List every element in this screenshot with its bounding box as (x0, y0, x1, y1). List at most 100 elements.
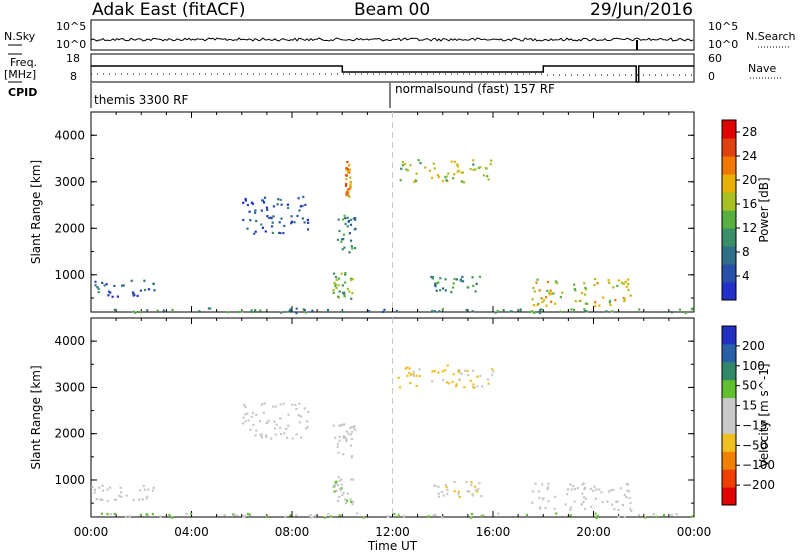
velocity-cell (285, 427, 288, 430)
power-cell (107, 290, 111, 293)
velocity-cell (334, 482, 337, 485)
velocity-cell (93, 491, 96, 494)
velocity-cell (147, 488, 150, 491)
power-cell (406, 169, 409, 172)
velocity-cell (627, 490, 631, 493)
velocity-cell (476, 490, 479, 493)
power-cell (583, 308, 586, 311)
power-cell (574, 300, 577, 303)
power-cell (290, 222, 293, 225)
velocity-cell (350, 500, 353, 503)
power-cell (627, 282, 630, 286)
velocity-cell (607, 490, 610, 493)
nsky-label: N.Sky (4, 30, 36, 43)
velocity-cell (584, 507, 587, 511)
velocity-cell (283, 432, 286, 435)
power-cell (303, 309, 306, 312)
power-cell (690, 308, 693, 311)
velocity-cell (282, 402, 285, 405)
nave-tick-top: 60 (708, 52, 722, 65)
velocity-cell (613, 508, 616, 511)
power-cell (259, 309, 262, 312)
power-cell (533, 304, 536, 307)
power-cell (242, 201, 245, 204)
velocity-cell (332, 424, 335, 427)
velocity-cell (120, 491, 123, 494)
power-colorbar-swatch (722, 174, 736, 193)
nave-tick-bottom: 0 (708, 70, 715, 83)
power-cell (287, 206, 290, 210)
velocity-cell (351, 503, 354, 506)
power-cell (439, 277, 442, 280)
power-cell (424, 166, 427, 169)
velocity-cell (332, 484, 335, 487)
power-cell (288, 309, 291, 313)
velocity-panel: 1000 2000 3000 4000 Slant Range [km] 200 100 50… (29, 317, 775, 519)
power-cell (546, 280, 550, 284)
velocity-colorbar-tick-label: 15 (742, 399, 757, 413)
velocity-colorbar-tick-label: 200 (742, 339, 765, 353)
velocity-cell (295, 514, 298, 517)
velocity-cell (470, 516, 473, 519)
power-cell (97, 287, 100, 290)
power-cell (337, 296, 340, 299)
velocity-cell (307, 410, 310, 413)
power-cell (456, 165, 459, 168)
power-cell (489, 163, 492, 166)
power-colorbar-swatch (722, 210, 736, 229)
velocity-cell (345, 440, 348, 443)
velocity-cell (615, 500, 618, 504)
velocity-cell (458, 496, 461, 499)
velocity-cell (445, 381, 449, 384)
power-cell (584, 302, 588, 305)
power-cell (268, 216, 271, 220)
velocity-cell (434, 513, 437, 516)
velocity-cell (408, 372, 411, 375)
power-cell (162, 309, 165, 312)
power-cell (471, 310, 474, 313)
velocity-cell (477, 488, 480, 491)
power-cell (561, 291, 564, 294)
power-cell (207, 307, 210, 310)
velocity-cell (479, 374, 482, 377)
power-cell (139, 311, 142, 314)
power-cell (113, 308, 116, 311)
velocity-cell (341, 493, 344, 497)
velocity-cell (445, 486, 448, 489)
velocity-cell (398, 386, 402, 389)
velocity-cell (309, 514, 312, 517)
velocity-cell (109, 486, 112, 489)
velocity-cell (258, 420, 262, 423)
velocity-colorbar-tick-label: −100 (742, 458, 775, 472)
power-cell (152, 282, 155, 285)
power-cell (266, 208, 269, 211)
power-cell (343, 295, 346, 298)
velocity-cell (352, 426, 356, 429)
velocity-cell (261, 403, 264, 406)
velocity-cell (442, 379, 445, 382)
velocity-cell (145, 497, 148, 500)
velocity-cell (339, 424, 342, 427)
velocity-cell (637, 514, 641, 517)
power-cell (537, 302, 540, 305)
power-cell (555, 282, 558, 285)
beam-title: Beam 00 (354, 0, 431, 20)
power-cell (277, 198, 280, 201)
power-cell (472, 168, 475, 171)
power-colorbar-frame (721, 119, 737, 301)
power-cell (670, 311, 673, 314)
velocity-cell (330, 515, 333, 518)
power-cell (346, 191, 349, 194)
velocity-cell (630, 509, 633, 512)
power-cell (442, 287, 445, 290)
power-cell (297, 197, 300, 200)
power-cell (344, 271, 347, 275)
velocity-cell (120, 495, 123, 498)
velocity-cell (101, 489, 105, 492)
power-cell (441, 180, 444, 183)
velocity-cell (327, 513, 330, 516)
x-axis-label: Time UT (367, 539, 418, 553)
velocity-cell (347, 432, 350, 435)
power-cell (400, 167, 403, 170)
